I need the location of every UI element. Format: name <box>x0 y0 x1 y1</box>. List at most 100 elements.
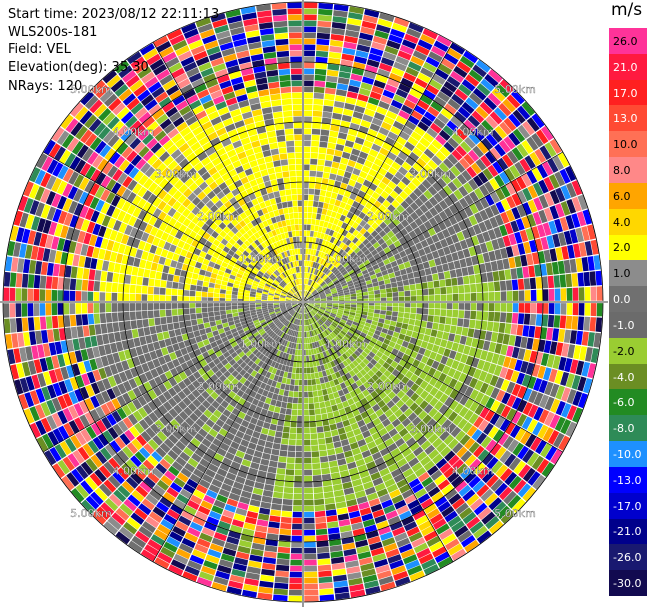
velocity-gate <box>245 516 257 525</box>
velocity-gate <box>383 246 391 254</box>
velocity-gate <box>368 149 379 158</box>
velocity-gate <box>96 419 107 433</box>
velocity-gate <box>209 543 224 553</box>
velocity-gate <box>196 484 208 494</box>
velocity-gate <box>427 185 438 196</box>
velocity-gate <box>368 466 379 475</box>
velocity-gate <box>393 185 403 195</box>
velocity-gate <box>279 298 286 301</box>
velocity-gate <box>314 295 320 299</box>
velocity-gate <box>557 260 565 274</box>
velocity-gate <box>294 305 299 310</box>
velocity-gate <box>461 79 476 92</box>
velocity-gate <box>280 296 286 299</box>
velocity-gate <box>225 472 237 481</box>
velocity-gate <box>331 289 337 293</box>
velocity-gate <box>130 455 142 468</box>
velocity-gate <box>294 481 303 488</box>
velocity-gate <box>367 441 377 450</box>
velocity-gate <box>417 263 425 271</box>
velocity-gate <box>196 313 203 319</box>
velocity-gate <box>323 234 329 241</box>
velocity-gate <box>325 291 331 295</box>
velocity-gate <box>415 353 424 362</box>
velocity-gate <box>231 386 240 394</box>
velocity-gate <box>77 446 90 461</box>
velocity-gate <box>313 249 317 256</box>
velocity-gate <box>237 444 248 453</box>
velocity-gate <box>292 367 297 374</box>
velocity-gate <box>349 79 361 88</box>
velocity-gate <box>225 344 233 351</box>
velocity-gate <box>327 527 340 535</box>
velocity-gate <box>459 239 468 250</box>
velocity-gate <box>457 318 464 327</box>
velocity-gate <box>225 418 234 427</box>
velocity-gate <box>267 527 280 535</box>
velocity-gate <box>182 396 192 407</box>
velocity-gate <box>202 317 210 324</box>
velocity-gate <box>326 336 331 342</box>
velocity-gate <box>524 155 536 169</box>
velocity-gate <box>318 576 333 584</box>
velocity-gate <box>474 200 484 212</box>
velocity-gate <box>174 414 185 425</box>
velocity-gate <box>161 427 172 438</box>
velocity-gate <box>428 217 438 227</box>
velocity-gate <box>295 331 299 338</box>
velocity-gate <box>105 312 113 323</box>
velocity-gate <box>331 478 342 486</box>
velocity-gate <box>15 227 25 243</box>
velocity-gate <box>448 378 458 389</box>
velocity-gate <box>58 264 66 277</box>
velocity-gate <box>331 556 345 564</box>
velocity-gate <box>270 347 276 354</box>
velocity-gate <box>405 437 416 447</box>
velocity-gate <box>379 382 388 391</box>
velocity-gate <box>361 285 367 290</box>
velocity-gate <box>485 516 500 530</box>
velocity-gate <box>438 200 449 210</box>
velocity-gate <box>365 279 372 285</box>
velocity-gate <box>415 339 423 347</box>
velocity-gate <box>30 245 39 260</box>
velocity-gate <box>471 110 485 124</box>
velocity-gate <box>231 421 241 430</box>
velocity-gate <box>304 284 306 291</box>
velocity-gate <box>95 199 105 212</box>
velocity-gate <box>125 329 133 340</box>
velocity-gate <box>183 290 190 296</box>
velocity-gate <box>303 511 315 518</box>
velocity-gate <box>432 181 442 192</box>
velocity-gate <box>281 339 286 346</box>
velocity-gate <box>132 398 142 410</box>
velocity-gate <box>316 171 323 178</box>
velocity-gate <box>323 491 334 499</box>
velocity-gate <box>326 295 333 299</box>
velocity-gate <box>258 586 273 594</box>
velocity-gate <box>35 261 43 275</box>
velocity-gate <box>112 322 120 332</box>
velocity-gate <box>497 237 506 249</box>
velocity-gate <box>311 310 316 315</box>
velocity-gate <box>595 270 602 286</box>
velocity-gate <box>436 523 450 535</box>
velocity-gate <box>268 309 275 313</box>
velocity-gate <box>245 350 253 357</box>
velocity-gate <box>341 151 351 160</box>
velocity-gate <box>157 394 168 404</box>
velocity-gate <box>168 465 180 477</box>
velocity-gate <box>304 313 307 320</box>
velocity-gate <box>281 438 289 445</box>
velocity-gate <box>382 51 397 61</box>
velocity-gate <box>338 305 345 309</box>
velocity-gate <box>238 288 245 293</box>
velocity-gate <box>428 288 435 295</box>
velocity-gate <box>385 357 394 365</box>
velocity-gate <box>255 380 263 388</box>
velocity-gate <box>365 486 376 496</box>
velocity-gate <box>163 354 172 363</box>
velocity-gate <box>348 226 356 234</box>
velocity-gate <box>504 323 512 334</box>
velocity-gate <box>294 324 297 331</box>
